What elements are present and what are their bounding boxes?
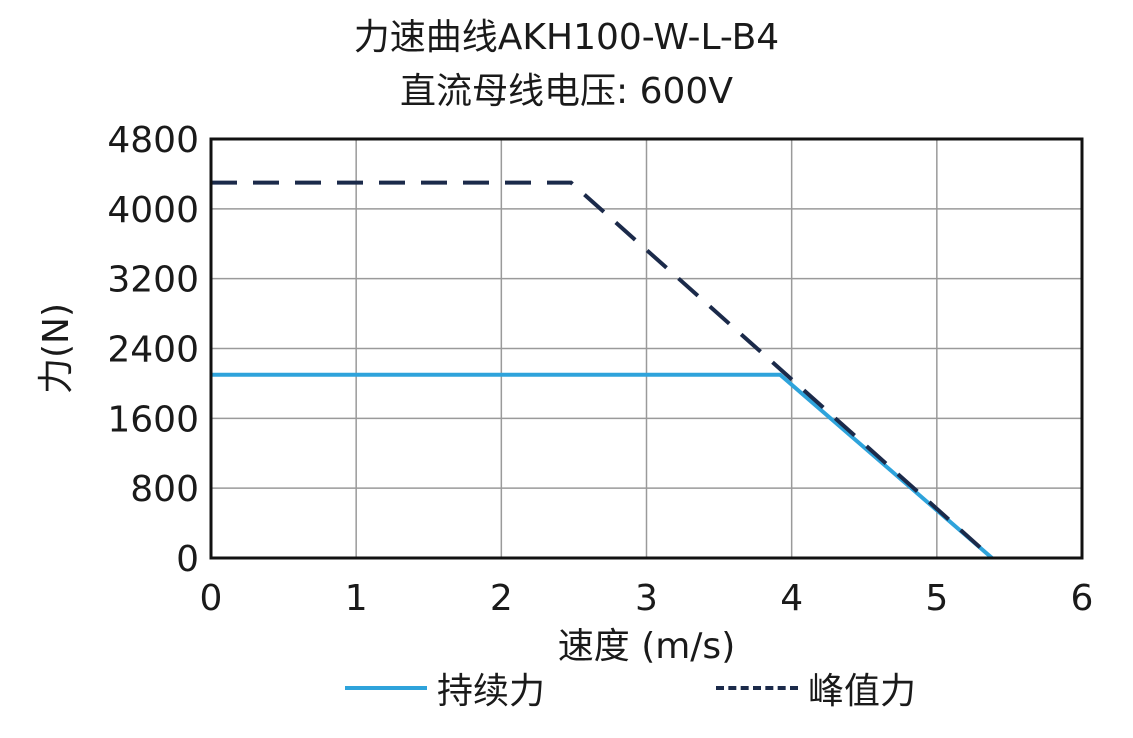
y-axis-label: 力(N) — [36, 303, 77, 394]
y-tick-label: 4000 — [107, 190, 199, 231]
y-tick-label: 2400 — [107, 330, 199, 371]
x-tick-label: 5 — [925, 578, 948, 619]
series-line-continuous — [211, 372, 994, 560]
legend-label: 峰值力 — [808, 671, 917, 712]
y-tick-label: 4800 — [107, 120, 199, 161]
legend-swatch-dashed — [716, 686, 798, 690]
y-tick-label: 1600 — [107, 399, 199, 440]
y-tick-label: 3200 — [107, 260, 199, 301]
x-tick-label: 3 — [635, 578, 658, 619]
x-tick-label: 2 — [490, 578, 513, 619]
ticks: 0 1 2 3 4 5 6 0 800 1600 2400 3200 4000 4800 — [107, 120, 1093, 619]
chart-title: 力速曲线AKH100-W-L-B4 — [353, 17, 780, 58]
x-tick-label: 4 — [780, 578, 803, 619]
y-tick-label: 800 — [130, 469, 199, 510]
x-tick-label: 0 — [200, 578, 223, 619]
series-layer — [211, 180, 994, 560]
chart-subtitle: 直流母线电压: 600V — [400, 71, 733, 112]
legend-item-peak-force: 峰值力 — [716, 666, 916, 712]
plot-frame — [209, 137, 1084, 560]
y-tick-label: 0 — [176, 539, 199, 580]
x-axis-label: 速度 (m/s) — [558, 626, 736, 667]
x-tick-label: 6 — [1071, 578, 1094, 619]
legend-label: 持续力 — [437, 671, 546, 712]
legend-swatch-solid — [345, 686, 427, 690]
grid — [210, 138, 1083, 559]
x-tick-label: 1 — [345, 578, 368, 619]
series-line-peak — [211, 180, 994, 560]
legend-item-continuous-force: 持续力 — [345, 666, 545, 712]
